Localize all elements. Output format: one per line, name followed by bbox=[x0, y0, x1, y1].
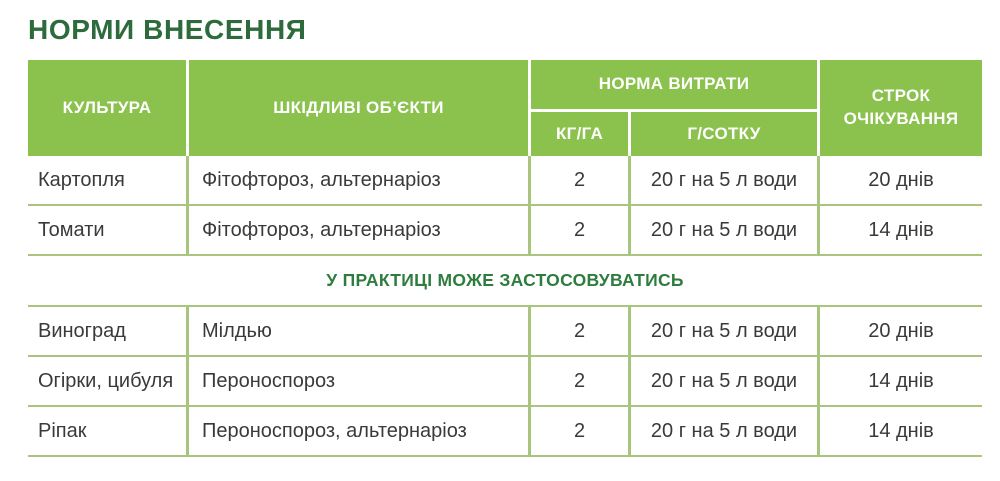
cell-harmful-objects: Пероноспороз bbox=[189, 357, 528, 405]
cell-rate-kg-ha: 2 bbox=[531, 407, 628, 455]
header-rate-g-sotka: Г/СОТКУ bbox=[631, 112, 817, 156]
cell-harmful-objects: Пероноспороз, альтернаріоз bbox=[189, 407, 528, 455]
header-harmful-objects: ШКІДЛИВІ ОБ’ЄКТИ bbox=[189, 60, 528, 156]
cell-harmful-objects: Фітофтороз, альтернаріоз bbox=[189, 156, 528, 204]
cell-waiting-period: 20 днів bbox=[820, 156, 982, 204]
header-culture: КУЛЬТУРА bbox=[28, 60, 186, 156]
cell-rate-g-sotka: 20 г на 5 л води bbox=[631, 156, 817, 204]
cell-culture: Виноград bbox=[28, 307, 186, 355]
table-row: Томати Фітофтороз, альтернаріоз 2 20 г н… bbox=[28, 206, 982, 256]
application-rates-table: КУЛЬТУРА ШКІДЛИВІ ОБ’ЄКТИ НОРМА ВИТРАТИ … bbox=[28, 60, 982, 457]
page-title: НОРМИ ВНЕСЕННЯ bbox=[28, 14, 307, 45]
cell-rate-g-sotka: 20 г на 5 л води bbox=[631, 206, 817, 254]
cell-rate-g-sotka: 20 г на 5 л води bbox=[631, 407, 817, 455]
cell-waiting-period: 20 днів bbox=[820, 307, 982, 355]
table-row: Картопля Фітофтороз, альтернаріоз 2 20 г… bbox=[28, 156, 982, 206]
cell-harmful-objects: Мілдью bbox=[189, 307, 528, 355]
cell-culture: Огірки, цибуля bbox=[28, 357, 186, 405]
table-row: Виноград Мілдью 2 20 г на 5 л води 20 дн… bbox=[28, 307, 982, 357]
cell-rate-kg-ha: 2 bbox=[531, 357, 628, 405]
table-row: Ріпак Пероноспороз, альтернаріоз 2 20 г … bbox=[28, 407, 982, 457]
header-waiting-period: СТРОК ОЧІКУВАННЯ bbox=[820, 60, 982, 156]
header-rate-kg-ha: КГ/ГА bbox=[531, 112, 628, 156]
page: НОРМИ ВНЕСЕННЯ КУЛЬТУРА ШКІДЛИВІ ОБ’ЄКТИ… bbox=[28, 14, 982, 457]
cell-waiting-period: 14 днів bbox=[820, 357, 982, 405]
cell-harmful-objects: Фітофтороз, альтернаріоз bbox=[189, 206, 528, 254]
table-row: Огірки, цибуля Пероноспороз 2 20 г на 5 … bbox=[28, 357, 982, 407]
cell-rate-g-sotka: 20 г на 5 л води bbox=[631, 307, 817, 355]
cell-culture: Картопля bbox=[28, 156, 186, 204]
header-rate-group: НОРМА ВИТРАТИ bbox=[531, 60, 817, 109]
table-header: КУЛЬТУРА ШКІДЛИВІ ОБ’ЄКТИ НОРМА ВИТРАТИ … bbox=[28, 60, 982, 156]
cell-rate-kg-ha: 2 bbox=[531, 206, 628, 254]
cell-rate-kg-ha: 2 bbox=[531, 156, 628, 204]
cell-culture: Томати bbox=[28, 206, 186, 254]
cell-rate-g-sotka: 20 г на 5 л води bbox=[631, 357, 817, 405]
cell-waiting-period: 14 днів bbox=[820, 407, 982, 455]
section-banner: У ПРАКТИЦІ МОЖЕ ЗАСТОСОВУВАТИСЬ bbox=[28, 256, 982, 307]
cell-waiting-period: 14 днів bbox=[820, 206, 982, 254]
cell-culture: Ріпак bbox=[28, 407, 186, 455]
cell-rate-kg-ha: 2 bbox=[531, 307, 628, 355]
